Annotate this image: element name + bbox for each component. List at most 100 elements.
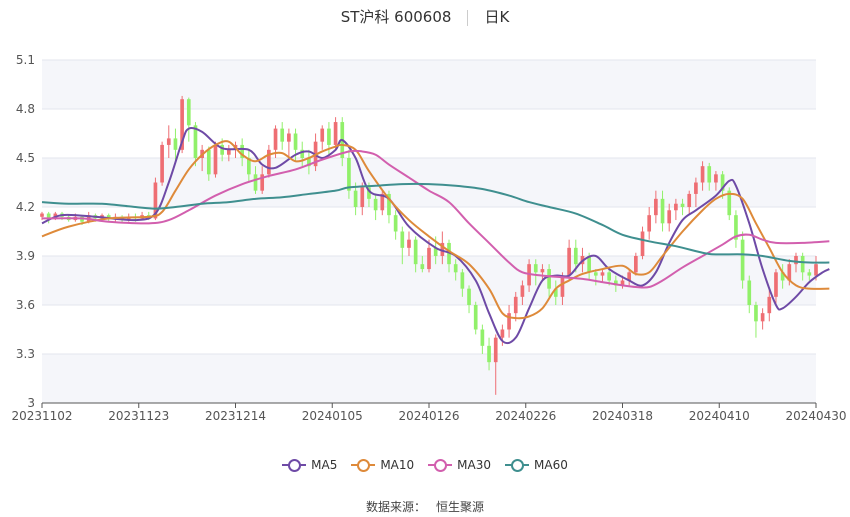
candle-body [280,128,285,142]
candle-body [533,264,538,273]
candle-body [320,128,325,142]
x-tick-label: 20240318 [592,409,653,423]
legend-label: MA5 [311,458,338,472]
candle-body [367,187,371,199]
candle-body [467,288,471,305]
candle-body [106,215,111,219]
y-tick-label: 3 [27,396,35,410]
candle-body [593,272,598,276]
candle-body [634,256,638,273]
candle-body [413,239,418,265]
candle-body [694,182,698,194]
candle-body [166,138,171,145]
candle-body [620,280,625,286]
candle-body [40,213,44,217]
candle-body [667,210,672,224]
legend-item-ma30[interactable]: MA30 [428,458,491,472]
candle-body [353,190,358,207]
x-tick-label: 20240226 [495,409,556,423]
grid-band [42,354,816,403]
candle-body [780,272,785,281]
candle-body [513,296,518,314]
candle-body [553,288,558,297]
x-tick-label: 20231123 [108,409,169,423]
y-tick-label: 3.6 [16,298,35,312]
candle-body [373,198,378,211]
legend-marker [351,458,376,472]
candle-body [153,182,158,219]
y-tick-label: 4.2 [16,200,35,214]
candle-body [360,187,365,207]
ma-line-ma5 [41,126,830,345]
legend-label: MA10 [380,458,415,472]
chart-title: ST沪科 600608 日K [0,6,850,27]
candle-body [173,138,178,150]
candle-body [500,329,505,338]
kline-chart: 3 3.3 3.6 3.9 4.2 4.5 4.8 5.1 20231102 20231123 20… [11,53,846,423]
candle-body [160,144,164,183]
candle-body [520,285,525,297]
candle-body [547,269,551,289]
legend-label: MA60 [534,458,568,472]
legend-marker [505,458,530,472]
candle-body [247,158,251,175]
title-separator [467,9,469,26]
candle-body [800,256,805,273]
candle-body [754,305,758,322]
candle-body [507,313,511,330]
candle-body [433,247,438,256]
candle-body [186,99,191,126]
candle-body [687,193,692,207]
x-tick-label: 20231214 [205,409,266,423]
candle-body [714,174,718,183]
candle-body [273,128,278,150]
chart-legend: MA5 MA10 MA30 MA60 [0,458,850,475]
candle-body [206,149,211,175]
candle-body [767,296,772,314]
candle-body [473,305,478,330]
legend-item-ma5[interactable]: MA5 [282,458,337,472]
candle-body [640,231,645,256]
candle-body [760,313,765,322]
candle-body [213,144,218,175]
candle-body [567,247,571,276]
candle-body [460,272,465,289]
candle-body [560,275,565,297]
candle-body [440,242,445,256]
legend-label: MA30 [457,458,492,472]
candle-body [293,133,298,150]
y-tick-label: 3.3 [16,347,35,361]
candle-body [267,149,271,175]
candle-body [260,174,265,191]
candle-body [613,280,618,286]
candle-body [380,193,385,211]
x-tick-label: 20240105 [302,409,363,423]
x-tick-label: 20240410 [689,409,750,423]
candle-body [226,149,231,155]
candle-body [347,158,351,191]
candle-body [807,272,812,276]
candle-body [240,144,245,158]
legend-item-ma10[interactable]: MA10 [351,458,414,472]
candle-body [607,272,611,281]
chart-title-text: ST沪科 600608 [340,8,452,26]
data-source-label: 数据来源： [365,500,426,514]
candle-body [480,329,485,346]
candle-body [387,193,391,216]
candle-body [707,166,712,183]
data-source-name: 恒生聚源 [436,500,485,514]
grid-band [42,60,816,109]
candle-body [734,215,738,240]
candle-body [300,149,305,158]
data-source: 数据来源： 恒生聚源 [0,498,850,515]
candle-body [727,190,732,216]
candle-body [573,247,578,265]
candle-body [180,99,184,150]
candle-body [600,272,605,276]
candle-body [774,272,778,297]
candle-body [814,264,818,276]
candle-body [400,231,405,248]
legend-item-ma60[interactable]: MA60 [505,458,568,472]
x-tick-label: 20240430 [785,409,846,423]
ma-line-ma10 [41,140,830,320]
